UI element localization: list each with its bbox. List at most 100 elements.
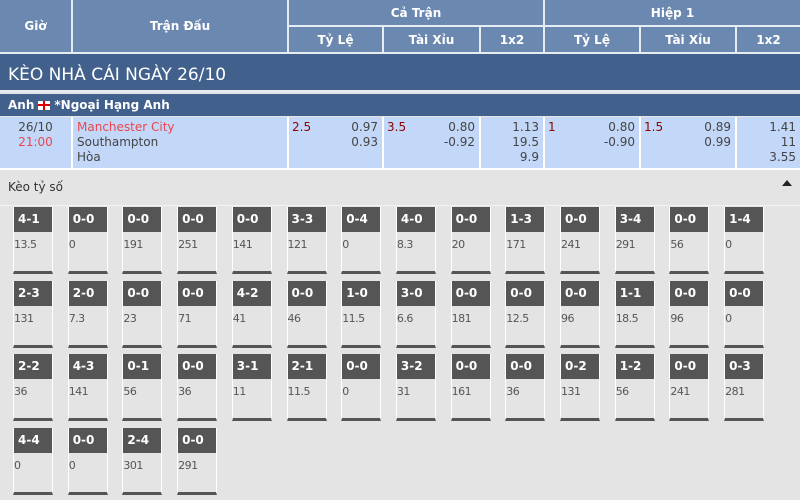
away-team[interactable]: Southampton xyxy=(77,135,159,149)
score-cell[interactable]: 3-3 121 xyxy=(286,207,327,274)
score-label: 4-4 xyxy=(14,428,52,454)
score-cell[interactable]: 4-4 0 xyxy=(13,428,53,496)
score-cell[interactable]: 0-0 0 xyxy=(67,207,108,274)
score-cell[interactable]: 0-0 96 xyxy=(560,280,600,348)
score-cell[interactable]: 0-0 56 xyxy=(669,207,710,274)
score-cell[interactable]: 0-0 96 xyxy=(669,280,710,348)
score-odds: 41 xyxy=(232,311,247,325)
score-cell[interactable]: 2-4 301 xyxy=(122,428,163,496)
score-cell[interactable]: 0-0 241 xyxy=(560,207,600,274)
score-cell[interactable]: 0-2 131 xyxy=(560,354,600,422)
ft-handicap-away[interactable]: 0.93 xyxy=(351,135,378,149)
ft-handicap-home[interactable]: 0.97 xyxy=(351,120,378,134)
score-cell[interactable]: 0-0 12.5 xyxy=(505,280,546,348)
score-cell[interactable]: 0-0 0 xyxy=(67,428,108,496)
score-cell[interactable]: 4-1 13.5 xyxy=(13,207,53,274)
ft-1x2-away[interactable]: 19.5 xyxy=(512,135,539,149)
score-label: 2-2 xyxy=(14,354,52,380)
score-cell[interactable]: 1-3 171 xyxy=(505,207,546,274)
score-odds: 141 xyxy=(68,385,89,399)
h1-ou-over[interactable]: 0.89 xyxy=(704,120,731,134)
score-cell[interactable]: 0-0 191 xyxy=(122,207,163,274)
score-odds: 12.5 xyxy=(506,311,529,325)
header-hiep1: Hiệp 1 xyxy=(545,0,800,27)
score-odds: 141 xyxy=(232,238,253,251)
score-label: 0-4 xyxy=(342,207,381,232)
match-row[interactable]: 26/10 21:00 Manchester City Southampton … xyxy=(0,117,800,170)
score-label: 1-3 xyxy=(506,207,545,232)
score-cell[interactable]: 0-0 0 xyxy=(341,354,382,422)
score-odds: 6.6 xyxy=(396,311,414,325)
score-cell[interactable]: 0-0 291 xyxy=(177,428,218,496)
score-cell[interactable]: 0-4 0 xyxy=(341,207,382,274)
ft-1x2-home[interactable]: 1.13 xyxy=(512,120,539,134)
h1-ou-under[interactable]: 0.99 xyxy=(704,135,731,149)
score-odds: 23 xyxy=(123,311,137,325)
score-cell[interactable]: 1-2 56 xyxy=(614,354,655,422)
score-cell[interactable]: 0-0 36 xyxy=(505,354,546,422)
score-cell[interactable]: 0-0 141 xyxy=(231,207,272,274)
h1-1x2-draw[interactable]: 3.55 xyxy=(769,150,796,164)
score-label: 0-0 xyxy=(725,280,764,306)
score-odds: 131 xyxy=(14,311,34,325)
score-cell[interactable]: 1-1 18.5 xyxy=(614,280,655,348)
score-cell[interactable]: 0-0 241 xyxy=(669,354,710,422)
score-odds: 0 xyxy=(725,238,732,251)
score-cell[interactable]: 0-0 23 xyxy=(122,280,163,348)
score-cell[interactable]: 0-0 161 xyxy=(450,354,491,422)
caret-up-icon[interactable] xyxy=(782,180,792,186)
header-tran-dau: Trận Đấu xyxy=(73,0,289,54)
score-odds: 31 xyxy=(396,385,411,399)
score-label: 0-0 xyxy=(342,354,381,380)
score-odds: 56 xyxy=(615,385,630,399)
score-label: 0-0 xyxy=(178,207,217,232)
ft-ou-under[interactable]: -0.92 xyxy=(443,135,475,149)
score-cell[interactable]: 0-0 0 xyxy=(724,280,765,348)
score-label: 1-1 xyxy=(615,280,654,306)
score-cell[interactable]: 0-0 36 xyxy=(177,354,218,422)
score-cell[interactable]: 3-4 291 xyxy=(614,207,655,274)
score-label: 0-0 xyxy=(123,280,162,306)
score-cell[interactable]: 2-0 7.3 xyxy=(67,280,108,348)
score-cell[interactable]: 0-0 46 xyxy=(286,280,327,348)
score-cell[interactable]: 4-3 141 xyxy=(67,354,108,422)
ft-ou-over[interactable]: 0.80 xyxy=(448,120,475,134)
score-cell[interactable]: 2-1 11.5 xyxy=(286,354,327,422)
match-time: 21:00 xyxy=(18,135,53,149)
score-cell[interactable]: 0-0 71 xyxy=(177,280,218,348)
league-row[interactable]: Anh *Ngoại Hạng Anh xyxy=(0,94,800,116)
score-cell[interactable]: 4-0 8.3 xyxy=(395,207,436,274)
score-cell[interactable]: 2-3 131 xyxy=(13,280,53,348)
score-odds: 171 xyxy=(506,238,526,251)
ft-1x2-draw[interactable]: 9.9 xyxy=(519,150,539,164)
score-cell[interactable]: 0-0 20 xyxy=(450,207,491,274)
score-cell[interactable]: 0-0 181 xyxy=(450,280,491,348)
score-cell[interactable]: 0-0 251 xyxy=(177,207,218,274)
score-cell[interactable]: 3-2 31 xyxy=(395,354,436,422)
score-cell[interactable]: 0-1 56 xyxy=(122,354,163,422)
h1-1x2-home[interactable]: 1.41 xyxy=(769,120,796,134)
score-cell[interactable]: 1-4 0 xyxy=(724,207,765,274)
score-odds: 13.5 xyxy=(14,238,37,251)
score-odds: 46 xyxy=(287,311,302,325)
header-ca-tran: Cả Trận xyxy=(289,0,545,27)
score-label: 0-0 xyxy=(506,280,545,306)
score-label: 3-1 xyxy=(232,354,271,380)
h1-1x2-away[interactable]: 11 xyxy=(780,135,796,149)
score-cell[interactable]: 2-2 36 xyxy=(13,354,53,422)
score-cell[interactable]: 1-0 11.5 xyxy=(341,280,382,348)
score-label: 4-2 xyxy=(232,280,271,306)
score-cell[interactable]: 3-1 11 xyxy=(231,354,272,422)
h1-handicap-away[interactable]: -0.90 xyxy=(603,135,635,149)
h1-handicap-home[interactable]: 0.80 xyxy=(608,120,635,134)
score-cell[interactable]: 3-0 6.6 xyxy=(395,280,436,348)
score-cell[interactable]: 4-2 41 xyxy=(231,280,272,348)
score-label: 0-2 xyxy=(561,354,599,380)
score-label: 0-0 xyxy=(68,207,107,232)
home-team[interactable]: Manchester City xyxy=(77,120,175,134)
header-ft-tai-xiu: Tài Xỉu xyxy=(384,27,481,54)
score-odds: 11.5 xyxy=(342,311,365,325)
score-odds: 121 xyxy=(287,238,308,251)
score-label: 2-4 xyxy=(123,428,162,454)
score-cell[interactable]: 0-3 281 xyxy=(724,354,765,422)
